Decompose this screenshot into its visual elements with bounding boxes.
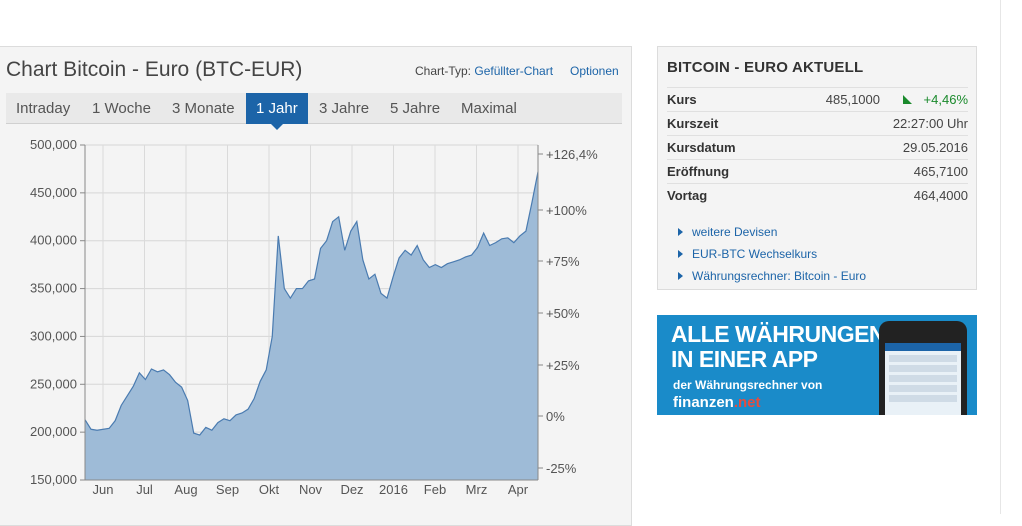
link-eur-btc[interactable]: EUR-BTC Wechselkurs [678,243,866,265]
row-kurs: Kurs 485,1000 +4,46% [667,87,968,111]
tab-5-jahre[interactable]: 5 Jahre [390,100,441,117]
tab-3-monate[interactable]: 3 Monate [172,100,235,117]
x-tick-label: 2016 [379,482,408,497]
tab-maximal[interactable]: Maximal [461,100,517,117]
price-line [84,171,539,436]
up-arrow-icon [903,95,912,104]
y-tick-label: 150,000 [30,472,77,487]
brand-main: finanzen [673,394,734,411]
phone-screen [885,343,961,415]
phone-icon [879,321,967,415]
y-tick-label: 300,000 [30,328,77,343]
value-kursdatum: 29.05.2016 [902,140,968,155]
chart-type-label: Chart-Typ: Gefüllter-Chart [415,64,553,78]
x-tick-label: Nov [299,482,323,497]
pct-tick-label: +25% [546,358,580,373]
y-tick-label: 200,000 [30,424,77,439]
screen-row [889,365,957,372]
y-tick-label: 500,000 [30,137,77,152]
x-tick-label: Sep [216,482,239,497]
pct-tick-label: -25% [546,461,577,476]
y-tick-label: 450,000 [30,185,77,200]
y-tick-label: 350,000 [30,281,77,296]
price-area [85,171,538,481]
value-vortag: 464,4000 [913,188,968,203]
x-tick-label: Apr [508,482,529,497]
y-tick-label: 400,000 [30,233,77,248]
options-link[interactable]: Optionen [570,64,619,78]
x-tick-label: Aug [174,482,197,497]
link-weitere-devisen[interactable]: weitere Devisen [678,221,866,243]
value-kurs: 485,1000 [825,92,880,107]
pct-tick-label: +100% [546,203,587,218]
x-tick-label: Okt [259,482,280,497]
label-eroeffnung: Eröffnung [667,164,730,179]
pct-tick-label: +126,4% [546,147,598,162]
tab-3-jahre[interactable]: 3 Jahre [319,100,370,117]
tab-1-jahr[interactable]: 1 Jahr [246,93,308,130]
label-kurszeit: Kurszeit [667,116,719,131]
chart-axes: 500,000 450,000 400,000 350,000 300,000 250,0… [30,137,598,497]
label-vortag: Vortag [667,188,708,203]
page-edge [1000,0,1022,514]
y-tick-label: 250,000 [30,376,77,391]
row-vortag: Vortag 464,4000 [667,183,968,207]
row-kurszeit: Kurszeit 22:27:00 Uhr [667,111,968,135]
x-tick-label: Jun [93,482,114,497]
row-eroeffnung: Eröffnung 465,7100 [667,159,968,183]
screen-bar [885,343,961,351]
pct-tick-label: +75% [546,254,580,269]
arrow-right-icon [678,272,683,280]
arrow-right-icon [678,228,683,236]
brand-suffix: .net [733,394,761,411]
screen-row [889,385,957,392]
row-kursdatum: Kursdatum 29.05.2016 [667,135,968,159]
link-weitere-devisen-label: weitere Devisen [692,225,778,239]
price-chart: 500,000 450,000 400,000 350,000 300,000 250,0… [30,137,598,497]
banner-line-3: der Währungsrechner von [673,378,823,392]
tab-1-woche[interactable]: 1 Woche [92,100,151,117]
label-kursdatum: Kursdatum [667,140,736,155]
x-tick-label: Dez [340,482,363,497]
quote-links: weitere Devisen EUR-BTC Wechselkurs Währ… [678,221,866,287]
quote-title: BITCOIN - EURO AKTUELL [667,59,864,76]
quote-panel: BITCOIN - EURO AKTUELL Kurs 485,1000 +4,… [657,46,977,290]
banner-line-1: ALLE WÄHRUNGEN [671,321,886,347]
link-eur-btc-label: EUR-BTC Wechselkurs [692,247,818,261]
chart-type-link[interactable]: Gefüllter-Chart [474,64,554,78]
screen-row [889,375,957,382]
pct-tick-label: 0% [546,409,565,424]
banner-line-2: IN EINER APP [671,346,818,372]
screen-row [889,355,957,362]
chart-title: Chart Bitcoin - Euro (BTC-EUR) [6,58,303,81]
tab-intraday[interactable]: Intraday [16,100,71,117]
change-kurs: +4,46% [923,92,968,107]
x-tick-label: Mrz [466,482,488,497]
app-banner[interactable]: ALLE WÄHRUNGEN IN EINER APP der Währungs… [657,315,977,415]
value-eroeffnung: 465,7100 [913,164,968,179]
banner-brand: finanzen.net [673,394,761,411]
x-tick-label: Feb [424,482,446,497]
screen-row [889,395,957,402]
timeframe-tabs: Intraday 1 Woche 3 Monate 1 Jahr 3 Jahre… [6,93,622,130]
x-tick-label: Jul [136,482,153,497]
arrow-right-icon [678,250,683,258]
value-kurszeit: 22:27:00 Uhr [892,116,968,131]
chart-type-text: Chart-Typ: [415,64,472,78]
pct-tick-label: +50% [546,306,580,321]
label-kurs: Kurs [667,92,697,107]
link-waehrungsrechner[interactable]: Währungsrechner: Bitcoin - Euro [678,265,866,287]
link-waehrungsrechner-label: Währungsrechner: Bitcoin - Euro [692,269,867,283]
